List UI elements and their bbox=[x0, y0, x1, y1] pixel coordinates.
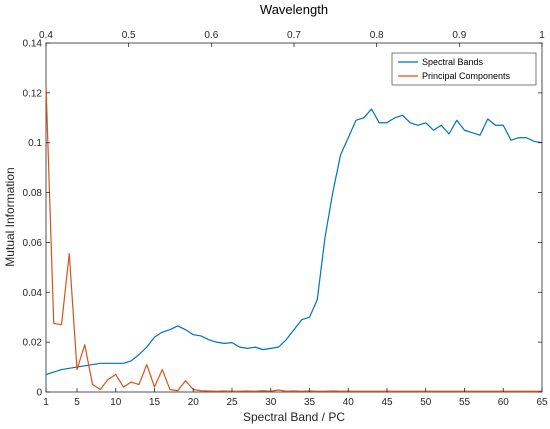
legend-label-principal-components: Principal Components bbox=[422, 71, 511, 81]
x-tick-label: 1 bbox=[43, 397, 49, 408]
top-tick-label: 0.9 bbox=[452, 30, 466, 41]
y-tick-label: 0.1 bbox=[28, 138, 42, 149]
legend-box bbox=[391, 52, 537, 86]
top-tick-label: 0.6 bbox=[204, 30, 218, 41]
series-line-principal-components bbox=[45, 85, 542, 392]
top-tick-label: 0.5 bbox=[122, 30, 136, 41]
legend: Spectral Bands Principal Components bbox=[391, 52, 537, 86]
plot-area bbox=[45, 42, 543, 393]
y-tick-label: 0.06 bbox=[23, 238, 43, 249]
y-axis-title: Mutual Information bbox=[3, 167, 17, 266]
x-tick-label: 60 bbox=[498, 397, 510, 408]
top-tick-label: 0.4 bbox=[39, 30, 53, 41]
y-tick-label: 0 bbox=[36, 388, 42, 399]
top-axis-title: Wavelength bbox=[260, 2, 328, 17]
x-tick-label: 15 bbox=[149, 397, 161, 408]
x-tick-label: 10 bbox=[110, 397, 122, 408]
top-tick-label: 0.8 bbox=[370, 30, 384, 41]
x-tick-label: 25 bbox=[226, 397, 238, 408]
series-line-spectral-bands bbox=[45, 108, 543, 376]
x-tick-label: 40 bbox=[343, 397, 355, 408]
x-tick-label: 50 bbox=[420, 397, 432, 408]
y-tick-label: 0.04 bbox=[23, 288, 43, 299]
x-tick-label: 20 bbox=[188, 397, 200, 408]
x-tick-label: 30 bbox=[265, 397, 277, 408]
top-tick-label: 0.7 bbox=[287, 30, 301, 41]
top-tick-label: 1 bbox=[539, 30, 545, 41]
y-tick-label: 0.12 bbox=[23, 88, 43, 99]
x-tick-label: 5 bbox=[74, 397, 80, 408]
legend-label-spectral-bands: Spectral Bands bbox=[422, 57, 484, 67]
y-tick-label: 0.08 bbox=[23, 188, 43, 199]
x-tick-label: 45 bbox=[381, 397, 393, 408]
x-tick-label: 65 bbox=[536, 397, 548, 408]
x-tick-label: 55 bbox=[459, 397, 471, 408]
x-axis-title: Spectral Band / PC bbox=[243, 410, 345, 424]
axes-layer: 1 5 10 15 20 25 30 35 40 45 50 55 60 6500.020.040.060… bbox=[23, 30, 548, 408]
x-tick-label: 35 bbox=[304, 397, 316, 408]
series-layer bbox=[45, 85, 543, 392]
y-tick-label: 0.02 bbox=[23, 338, 43, 349]
y-tick-label: 0.14 bbox=[23, 39, 43, 50]
